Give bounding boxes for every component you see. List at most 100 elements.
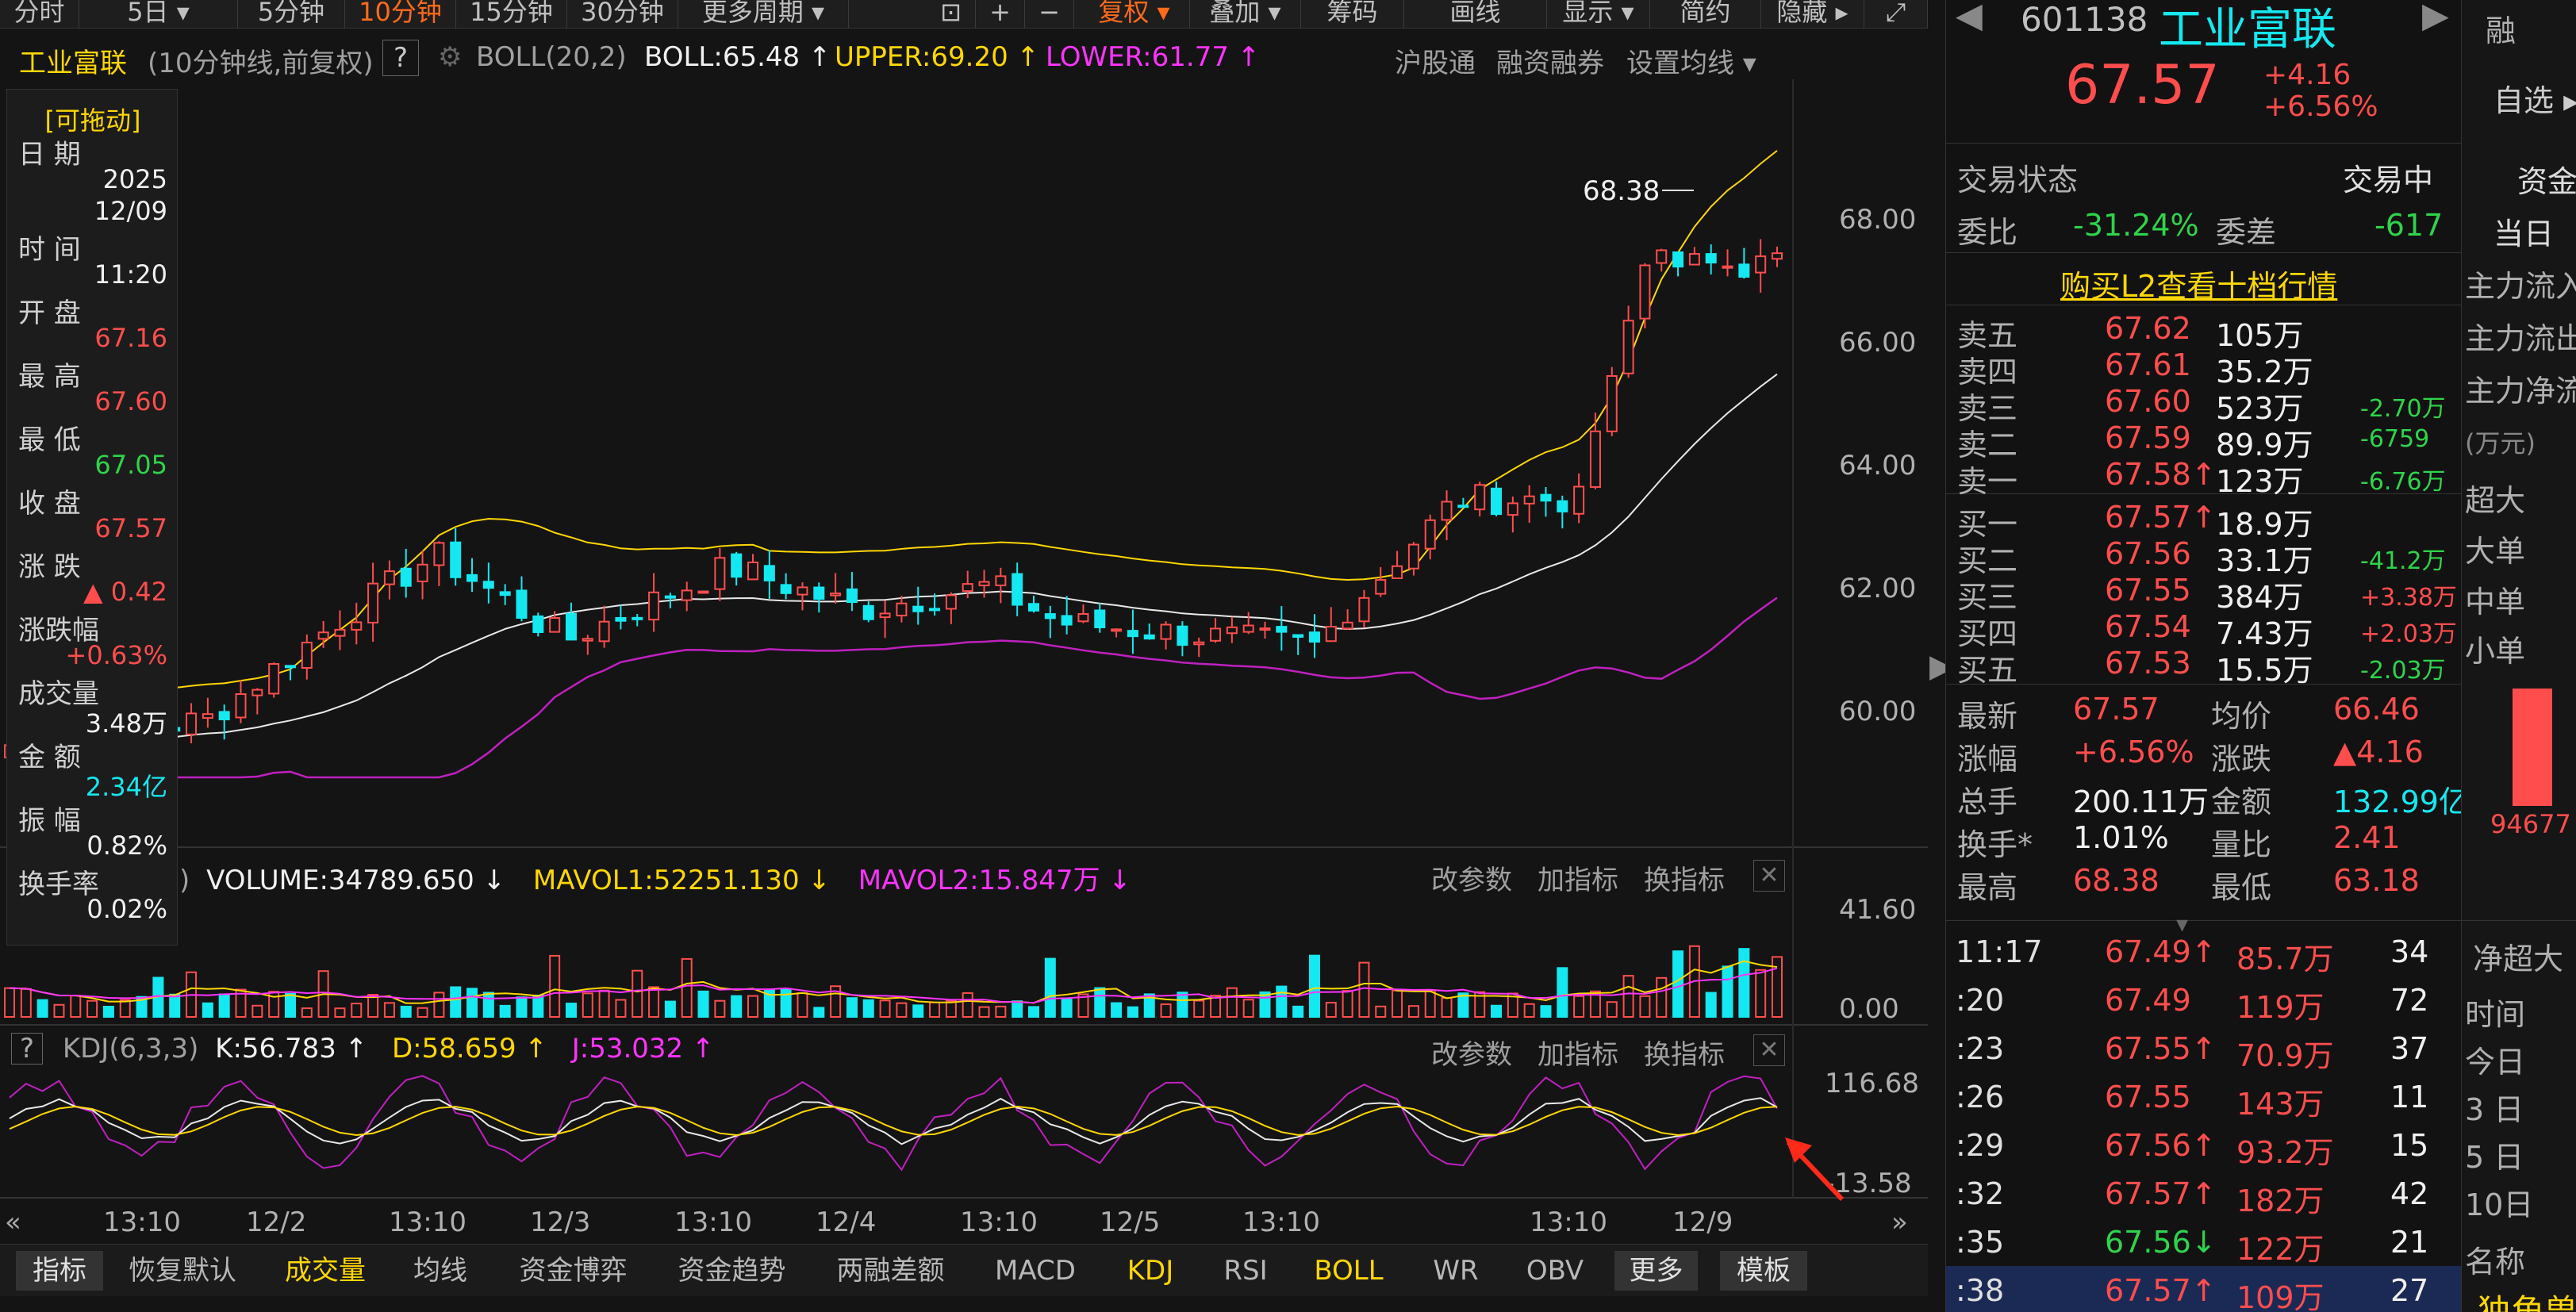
tick-count: 27 xyxy=(2390,1273,2429,1308)
kdj-edit-params-button[interactable]: 改参数 xyxy=(1431,1039,1512,1071)
ask-volume: 105万 xyxy=(2216,318,2304,353)
volume-edit-params-button[interactable]: 改参数 xyxy=(1431,865,1512,896)
kdj-add-indicator-button[interactable]: 加指标 xyxy=(1538,1039,1618,1071)
period-tab-10min[interactable]: 10分钟 xyxy=(345,0,456,29)
hide-button[interactable]: 隐藏 ▸ xyxy=(1761,0,1864,29)
tab-indicators[interactable]: 指标 xyxy=(16,1251,103,1291)
draw-line-button[interactable]: 画线 xyxy=(1404,0,1547,29)
tab-boll[interactable]: BOLL xyxy=(1314,1255,1384,1287)
tab-capital-trend[interactable]: 资金趋势 xyxy=(678,1255,786,1287)
volume-bar xyxy=(450,986,462,1018)
candle-body xyxy=(400,567,412,587)
margin-link[interactable]: 融资融券 xyxy=(1496,48,1604,79)
ma-settings-link[interactable]: 设置均线 ▾ xyxy=(1626,48,1756,79)
stock-name-label: 工业富联 xyxy=(19,48,127,79)
dp-volume-label: 成交量 xyxy=(18,678,99,710)
tab-margin-diff[interactable]: 两融差额 xyxy=(836,1255,945,1287)
kdj-close-icon[interactable]: ✕ xyxy=(1753,1034,1785,1066)
volume-close-icon[interactable]: ✕ xyxy=(1753,860,1785,892)
period-10day[interactable]: 10日 xyxy=(2465,1187,2534,1222)
period-5day[interactable]: 5 日 xyxy=(2465,1140,2524,1175)
tab-ma[interactable]: 均线 xyxy=(413,1255,467,1287)
candle-body xyxy=(186,712,198,735)
bid-volume: 33.1万 xyxy=(2216,543,2313,578)
tab-kdj[interactable]: KDJ xyxy=(1127,1255,1174,1287)
volume-add-indicator-button[interactable]: 加指标 xyxy=(1538,865,1618,896)
stat-label: 最新 xyxy=(1957,699,2018,734)
chips-button[interactable]: 筹码 xyxy=(1301,0,1404,29)
bid-level-label: 买五 xyxy=(1957,653,2018,688)
candle-body xyxy=(202,713,213,719)
kdj-switch-indicator-button[interactable]: 换指标 xyxy=(1644,1039,1725,1071)
frame-icon[interactable]: ⊡ xyxy=(927,0,976,29)
candle-body xyxy=(482,581,494,589)
zoom-out-icon[interactable]: − xyxy=(1025,0,1074,29)
weicha-value: -617 xyxy=(2374,208,2444,243)
price-header: 67.57 +4.16 +6.56% xyxy=(1946,54,2462,125)
volume-bar xyxy=(731,995,743,1018)
dp-date-day: 12/09 xyxy=(94,196,167,226)
dp-turnover-label: 换手率 xyxy=(18,869,99,900)
dp-open-label: 开 盘 xyxy=(18,297,81,329)
period-tab-5day[interactable]: 5日 ▾ xyxy=(79,0,238,29)
overlay-dropdown[interactable]: 叠加 ▾ xyxy=(1190,0,1301,29)
today-tab[interactable]: 当日 xyxy=(2493,217,2555,251)
watchlist-button[interactable]: 自选 ▸ xyxy=(2493,83,2576,118)
volume-switch-indicator-button[interactable]: 换指标 xyxy=(1644,865,1725,896)
margin-button[interactable]: 融 xyxy=(2486,13,2516,48)
tab-more[interactable]: 更多 xyxy=(1614,1251,1698,1291)
volume-bar xyxy=(1622,975,1634,1018)
volume-bar xyxy=(301,1007,313,1019)
tab-capital-game[interactable]: 资金博弈 xyxy=(519,1255,628,1287)
dp-amount-label: 金 额 xyxy=(18,742,81,773)
hk-connect-link[interactable]: 沪股通 xyxy=(1395,48,1476,79)
tab-obv[interactable]: OBV xyxy=(1526,1255,1584,1287)
tab-template[interactable]: 模板 xyxy=(1720,1251,1807,1291)
more-periods-dropdown[interactable]: 更多周期 ▾ xyxy=(678,0,849,29)
volume-bar xyxy=(1177,992,1188,1019)
candle-body xyxy=(648,591,660,621)
help-icon[interactable]: ? xyxy=(382,40,419,76)
tab-restore-default[interactable]: 恢复默认 xyxy=(129,1255,236,1287)
ask-volume: 89.9万 xyxy=(2216,428,2313,462)
crosshair-data-panel[interactable]: [可拖动] 日 期 2025 12/09 时 间 11:20 开 盘 67.16… xyxy=(6,89,178,946)
volume-bar xyxy=(615,999,627,1019)
capital-tab[interactable]: 资金 xyxy=(2517,164,2576,199)
kline-chart[interactable]: 68.00 66.00 64.00 62.00 60.00 68.38 41.6… xyxy=(0,79,1928,1237)
next-stock-icon[interactable]: ▶ xyxy=(2422,0,2449,36)
buy-l2-link[interactable]: 购买L2查看十档行情 xyxy=(2060,269,2338,304)
bid-delta: +2.03万 xyxy=(2360,620,2457,648)
period-3day[interactable]: 3 日 xyxy=(2465,1092,2524,1127)
adjust-dropdown[interactable]: 复权 ▾ xyxy=(1079,0,1190,29)
bid-price: 67.56 xyxy=(2105,536,2191,571)
settings-gear-icon[interactable]: ⚙ xyxy=(438,41,463,73)
period-tab-intraday[interactable]: 分时 xyxy=(0,0,79,29)
dp-high-value: 67.60 xyxy=(94,386,167,416)
period-today[interactable]: 今日 xyxy=(2465,1045,2526,1080)
zoom-in-icon[interactable]: + xyxy=(976,0,1025,29)
period-tab-15min[interactable]: 15分钟 xyxy=(456,0,567,29)
kdj-help-icon[interactable]: ? xyxy=(11,1033,43,1065)
expand-stats-icon[interactable]: ▾ xyxy=(2176,911,2189,938)
fullscreen-icon[interactable]: ⤢ xyxy=(1864,0,1928,29)
tab-macd[interactable]: MACD xyxy=(995,1255,1076,1287)
volume-bar xyxy=(763,989,775,1018)
scroll-left-icon[interactable]: « xyxy=(5,1207,21,1237)
boll-lower-line xyxy=(10,597,1778,779)
prev-stock-icon[interactable]: ◀ xyxy=(1956,0,1983,36)
period-tab-5min[interactable]: 5分钟 xyxy=(238,0,345,29)
period-tab-30min[interactable]: 30分钟 xyxy=(567,0,678,29)
candle-body xyxy=(1606,375,1618,432)
display-dropdown[interactable]: 显示 ▾ xyxy=(1547,0,1650,29)
scroll-right-icon[interactable]: » xyxy=(1891,1207,1908,1237)
max-price-marker: 68.38 xyxy=(1583,175,1660,207)
tab-rsi[interactable]: RSI xyxy=(1223,1255,1268,1287)
simple-mode-button[interactable]: 简约 xyxy=(1650,0,1761,29)
drag-hint[interactable]: [可拖动] xyxy=(44,105,141,136)
tab-volume[interactable]: 成交量 xyxy=(285,1255,366,1287)
collapse-panel-icon[interactable]: ▶ xyxy=(1929,648,1954,685)
sector-name[interactable]: 独角兽 xyxy=(2478,1292,2576,1312)
tick-time: :23 xyxy=(1956,1031,2005,1066)
tab-wr[interactable]: WR xyxy=(1433,1255,1479,1287)
tick-price: 67.49↑ xyxy=(2105,934,2217,969)
